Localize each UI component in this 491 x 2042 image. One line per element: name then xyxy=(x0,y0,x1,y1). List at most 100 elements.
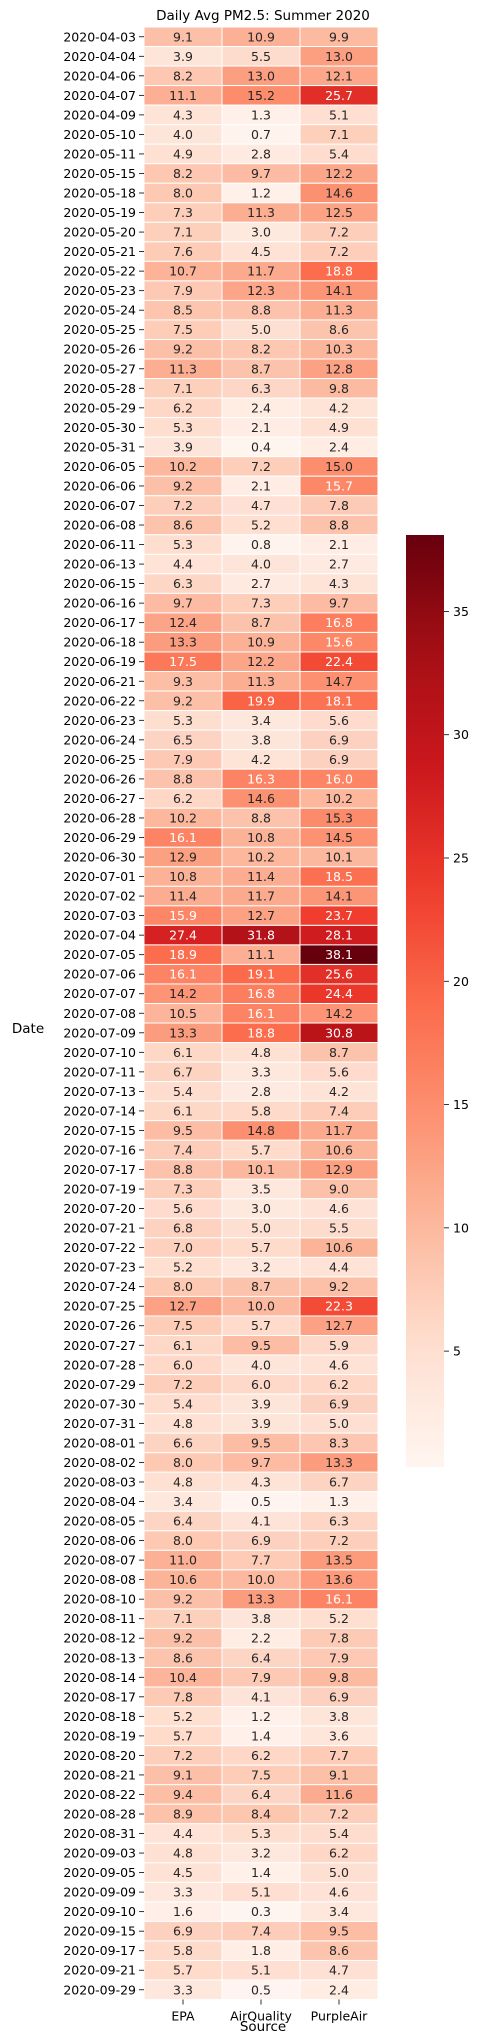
cell-value-label: 4.8 xyxy=(251,1045,271,1060)
cell-value-label: 23.7 xyxy=(325,908,353,923)
cell-value-label: 4.7 xyxy=(329,1963,349,1978)
cell-value-label: 11.0 xyxy=(169,1553,197,1568)
row-tick-label: 2020-04-03 xyxy=(63,29,136,44)
cell-value-label: 8.6 xyxy=(173,518,193,533)
cell-value-label: 10.8 xyxy=(169,869,197,884)
row-tick-label: 2020-05-18 xyxy=(63,186,136,201)
cell-value-label: 28.1 xyxy=(325,928,353,943)
cell-value-label: 9.1 xyxy=(329,1767,349,1782)
cell-value-label: 5.4 xyxy=(329,1826,349,1841)
cell-value-label: 11.4 xyxy=(169,889,197,904)
row-tick-label: 2020-09-05 xyxy=(63,1865,136,1880)
cell-value-label: 1.4 xyxy=(251,1865,271,1880)
row-tick-label: 2020-07-19 xyxy=(63,1182,136,1197)
colorbar-tick-label: 35 xyxy=(453,604,469,619)
cell-value-label: 16.1 xyxy=(169,830,197,845)
row-tick-label: 2020-07-17 xyxy=(63,1162,136,1177)
row-tick-label: 2020-06-27 xyxy=(63,791,136,806)
cell-value-label: 11.1 xyxy=(169,88,197,103)
row-tick-label: 2020-09-21 xyxy=(63,1963,136,1978)
cell-value-label: 9.5 xyxy=(251,1338,271,1353)
cell-value-label: 16.1 xyxy=(169,967,197,982)
cell-value-label: 8.0 xyxy=(173,1533,193,1548)
cell-value-label: 4.7 xyxy=(251,498,271,513)
cell-value-label: 16.1 xyxy=(325,1592,353,1607)
cell-value-label: 5.8 xyxy=(173,1943,193,1958)
cell-value-label: 4.5 xyxy=(251,244,271,259)
cell-value-label: 15.9 xyxy=(169,908,197,923)
cell-value-label: 5.5 xyxy=(251,49,271,64)
cell-value-label: 8.6 xyxy=(329,322,349,337)
row-tick-label: 2020-07-04 xyxy=(63,928,136,943)
colorbar-ticks: 5 10 15 20 25 30 35 xyxy=(444,604,469,1359)
cell-value-label: 4.6 xyxy=(329,1357,349,1372)
cell-value-label: 27.4 xyxy=(169,928,197,943)
cell-value-label: 13.3 xyxy=(169,635,197,650)
cell-value-label: 6.3 xyxy=(173,576,193,591)
cell-value-label: 4.9 xyxy=(329,420,349,435)
cell-value-label: 6.9 xyxy=(329,1689,349,1704)
cell-value-label: 7.1 xyxy=(173,225,193,240)
cell-value-label: 3.5 xyxy=(251,1182,271,1197)
row-tick-label: 2020-05-27 xyxy=(63,361,136,376)
cell-value-label: 12.7 xyxy=(247,908,275,923)
row-tick-label: 2020-06-18 xyxy=(63,635,136,650)
cell-value-label: 10.8 xyxy=(247,830,275,845)
cell-value-label: 11.4 xyxy=(247,869,275,884)
cell-value-label: 14.1 xyxy=(325,283,353,298)
cell-value-label: 13.3 xyxy=(247,1592,275,1607)
row-tick-label: 2020-07-03 xyxy=(63,908,136,923)
cell-value-label: 15.3 xyxy=(325,810,353,825)
row-tick-label: 2020-08-31 xyxy=(63,1826,136,1841)
row-tick-label: 2020-06-13 xyxy=(63,557,136,572)
cell-value-label: 6.9 xyxy=(329,752,349,767)
cell-value-label: 0.5 xyxy=(251,1494,271,1509)
cell-value-label: 10.1 xyxy=(247,1162,275,1177)
cell-value-label: 4.4 xyxy=(173,557,193,572)
row-tick-label: 2020-08-20 xyxy=(63,1748,136,1763)
cell-value-label: 18.9 xyxy=(169,947,197,962)
colorbar-gradient xyxy=(406,535,444,1467)
cell-value-label: 4.1 xyxy=(251,1514,271,1529)
cell-value-label: 1.3 xyxy=(329,1494,349,1509)
row-tick-label: 2020-09-10 xyxy=(63,1904,136,1919)
column-tick-label: PurpleAir xyxy=(311,2009,369,2024)
cell-value-label: 2.7 xyxy=(251,576,271,591)
cell-value-label: 4.8 xyxy=(173,1474,193,1489)
cell-value-label: 11.3 xyxy=(325,303,353,318)
cell-value-label: 16.0 xyxy=(325,771,353,786)
cell-value-label: 14.7 xyxy=(325,674,353,689)
row-tick-label: 2020-07-31 xyxy=(63,1416,136,1431)
cell-value-label: 14.8 xyxy=(247,1123,275,1138)
cell-value-label: 16.3 xyxy=(247,771,275,786)
row-tick-label: 2020-05-23 xyxy=(63,283,136,298)
cell-value-label: 3.4 xyxy=(329,1904,349,1919)
cell-value-label: 8.7 xyxy=(251,361,271,376)
cell-value-label: 7.7 xyxy=(251,1553,271,1568)
cell-value-label: 9.5 xyxy=(173,1123,193,1138)
cell-value-label: 0.5 xyxy=(251,1982,271,1997)
row-tick-label: 2020-06-26 xyxy=(63,771,136,786)
cell-value-label: 10.6 xyxy=(325,1240,353,1255)
row-tick-label: 2020-08-17 xyxy=(63,1689,136,1704)
cell-value-label: 7.1 xyxy=(329,127,349,142)
cell-value-label: 11.7 xyxy=(247,889,275,904)
cell-value-label: 8.4 xyxy=(251,1806,271,1821)
row-tick-label: 2020-06-23 xyxy=(63,713,136,728)
cell-value-label: 30.8 xyxy=(325,1025,353,1040)
row-tick-label: 2020-06-07 xyxy=(63,498,136,513)
y-axis-label: Date xyxy=(12,1021,44,1037)
cell-value-label: 9.0 xyxy=(329,1182,349,1197)
cell-value-label: 5.0 xyxy=(251,1221,271,1236)
cell-value-label: 8.0 xyxy=(173,1279,193,1294)
cell-value-label: 5.5 xyxy=(329,1221,349,1236)
cell-value-label: 8.3 xyxy=(329,1435,349,1450)
cell-value-label: 6.2 xyxy=(329,1846,349,1861)
cell-value-label: 38.1 xyxy=(325,947,353,962)
cell-value-label: 4.2 xyxy=(329,1084,349,1099)
cell-value-label: 2.1 xyxy=(251,420,271,435)
cell-value-label: 4.1 xyxy=(251,1689,271,1704)
cell-value-label: 3.9 xyxy=(251,1396,271,1411)
cell-value-label: 3.9 xyxy=(251,1416,271,1431)
row-tick-label: 2020-07-13 xyxy=(63,1084,136,1099)
